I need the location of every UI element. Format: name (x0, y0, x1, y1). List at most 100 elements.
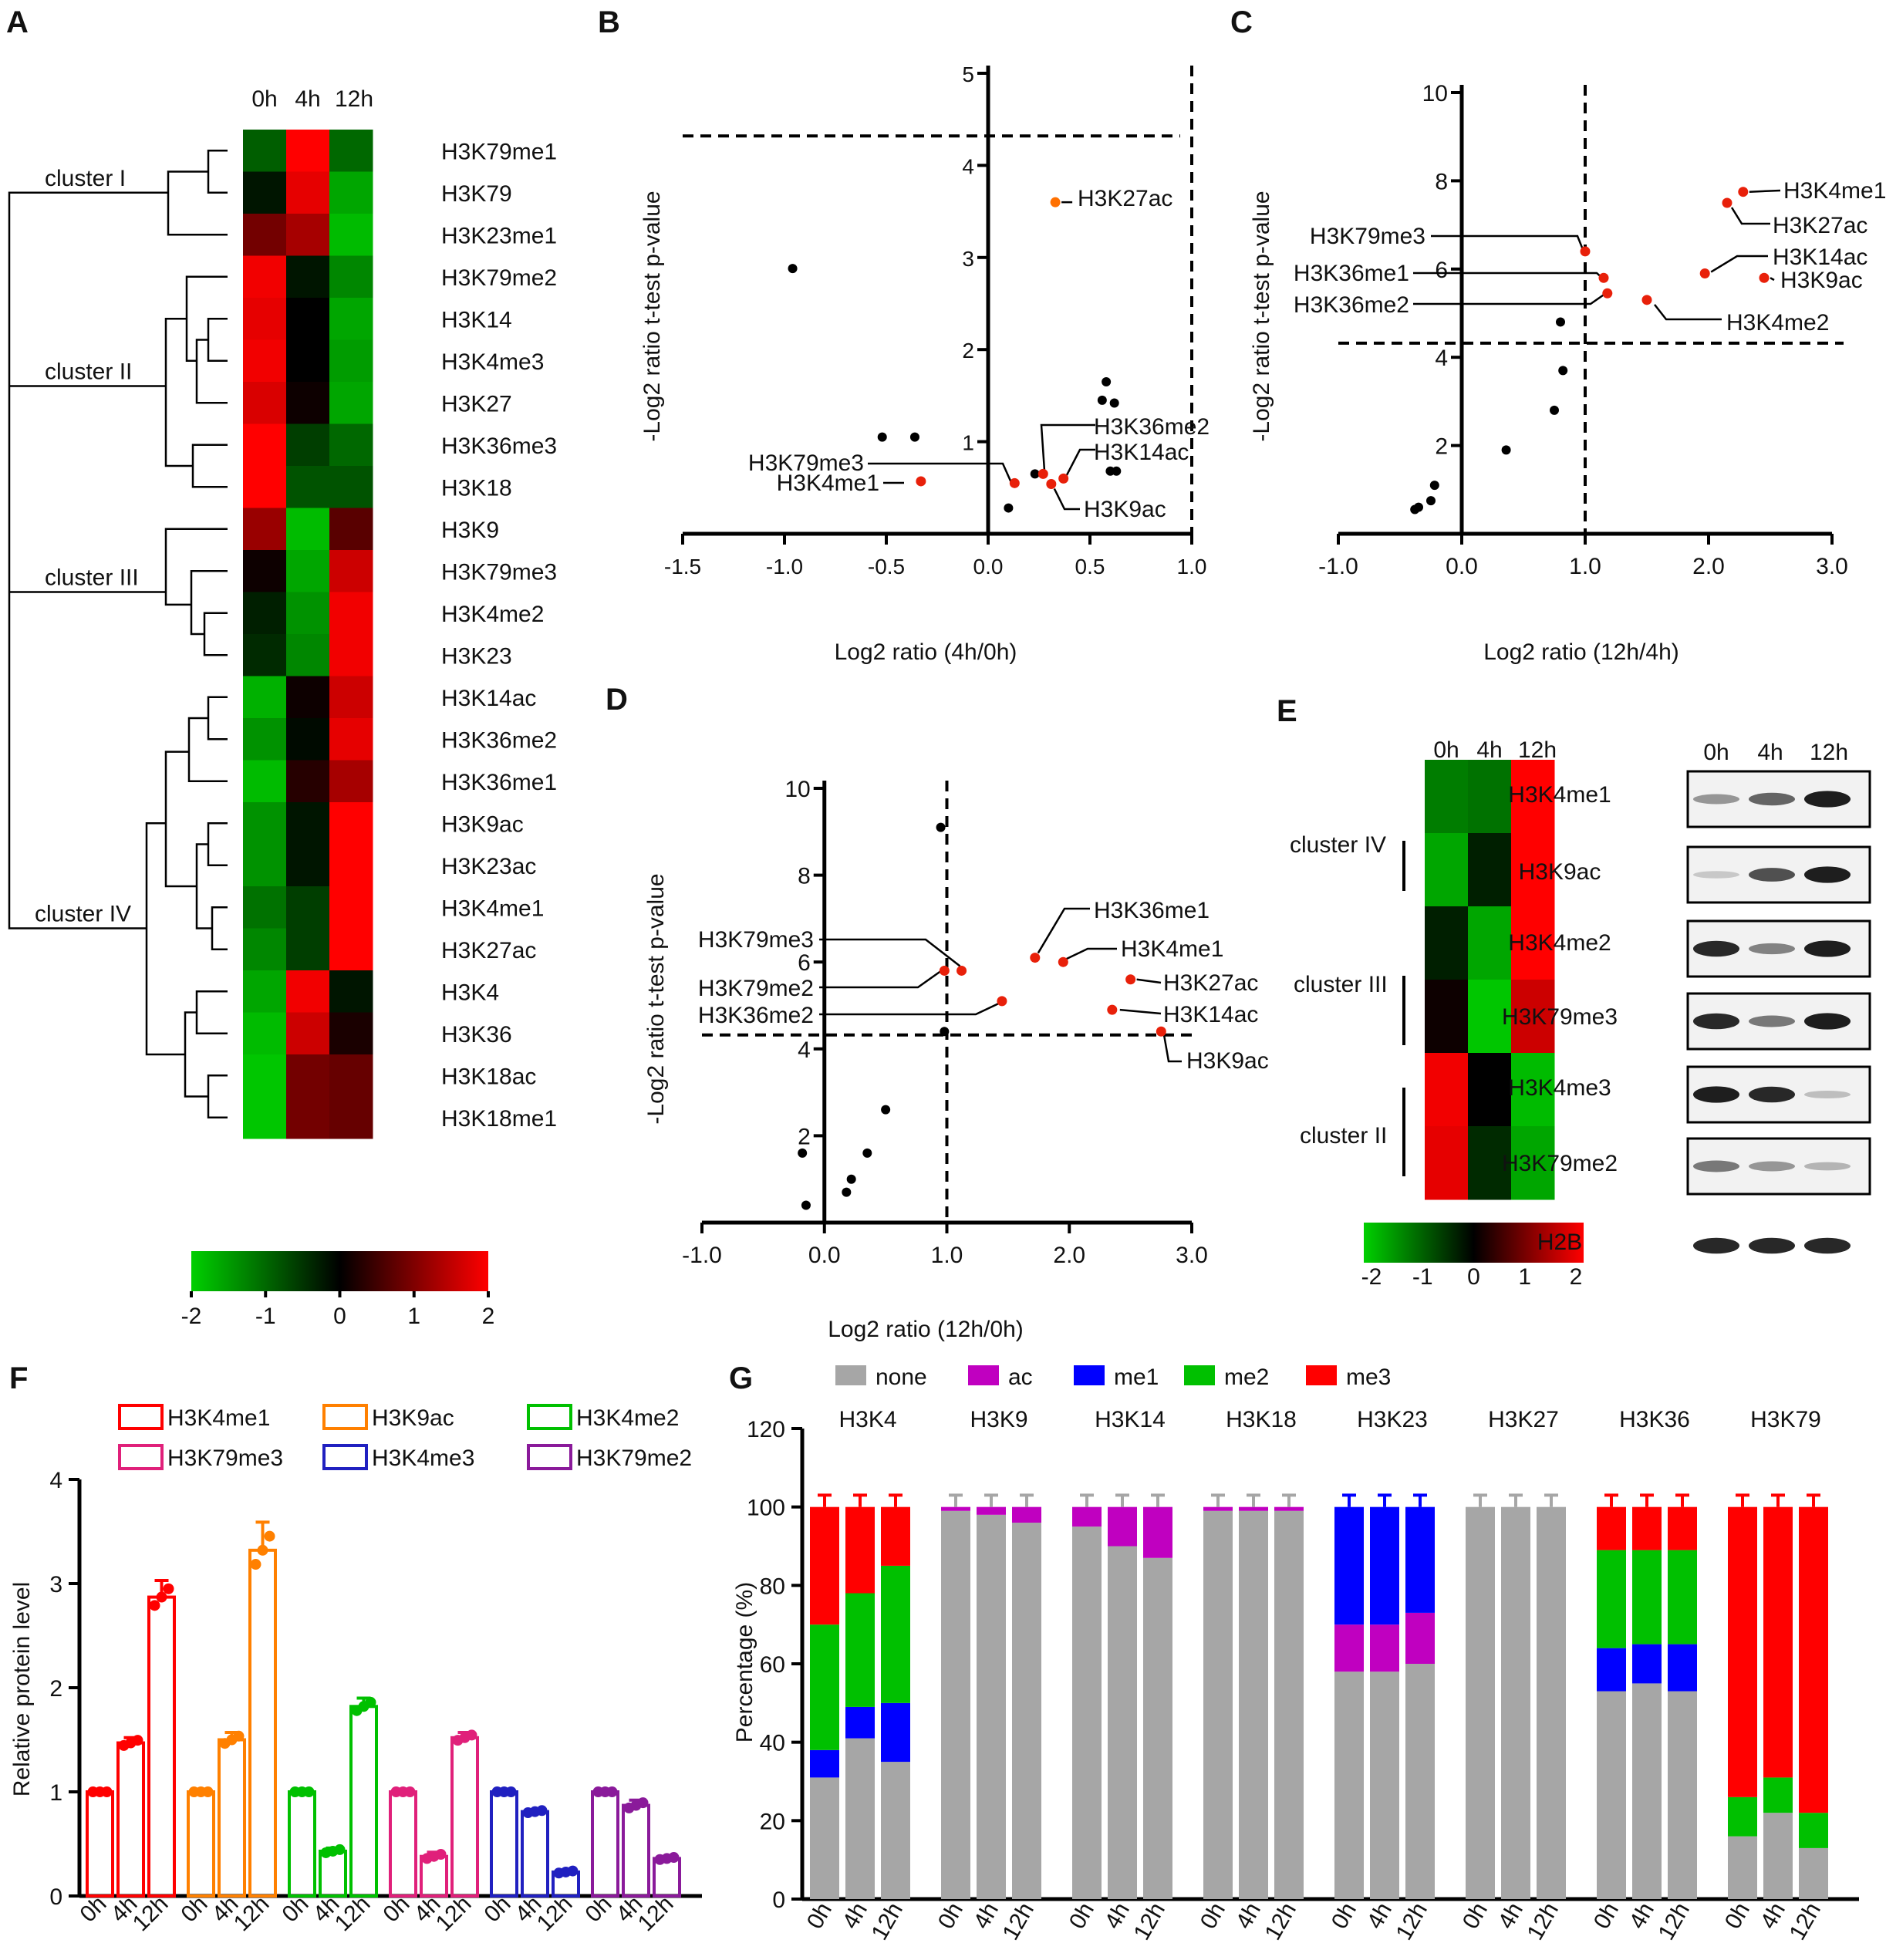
stacked-segment (845, 1738, 875, 1899)
data-point (1102, 376, 1112, 386)
y-tick-label: 6 (798, 950, 811, 976)
dendrogram-branch (195, 990, 228, 1034)
heatmap-a-cell (329, 1012, 373, 1055)
stacked-segment (1239, 1506, 1268, 1511)
replicate-point (505, 1786, 517, 1797)
point-label: H3K9ac (1186, 1048, 1269, 1074)
blot-lane-label: 12h (1810, 740, 1848, 765)
heatmap-e-cell (1511, 1126, 1555, 1200)
replicate-point (250, 1559, 261, 1570)
heatmap-e-cell (1425, 906, 1469, 980)
dendrogram-branch (207, 1074, 228, 1118)
heatmap-e-cell (1425, 980, 1469, 1054)
heatmap-a-cell (329, 886, 373, 929)
legend-label: H3K9ac (372, 1405, 454, 1431)
stacked-segment (1405, 1612, 1435, 1664)
replicate-point (101, 1786, 113, 1797)
stacked-segment (1143, 1557, 1172, 1899)
dendrogram-branch (167, 170, 228, 236)
data-point (936, 822, 946, 832)
highlighted-point (1602, 288, 1613, 299)
dendrogram-branch (164, 751, 197, 888)
blot-row-label: H3K79me3 (1502, 1004, 1618, 1030)
highlighted-point (1759, 272, 1770, 283)
stacked-segment (1370, 1672, 1399, 1899)
legend-swatch (1074, 1365, 1105, 1385)
heatmap-a-row-label: H3K23me1 (441, 223, 557, 248)
highlighted-point (1009, 477, 1020, 488)
heatmap-a-cell (243, 1096, 287, 1139)
stacked-segment (1597, 1691, 1626, 1899)
data-point (1550, 405, 1559, 415)
heatmap-a-cell (329, 928, 373, 971)
heatmap-a-cell (286, 423, 330, 467)
stacked-segment (1108, 1506, 1137, 1547)
colorbar-a-tick-label: -1 (255, 1304, 276, 1329)
x-axis-label: Log2 ratio (12h/0h) (828, 1317, 1024, 1342)
colorbar-e-tick-label: 0 (1467, 1264, 1480, 1290)
stacked-segment (941, 1506, 970, 1511)
bar (248, 1548, 277, 1898)
replicate-point (606, 1786, 618, 1797)
blot-band (1804, 1237, 1851, 1254)
legend-label: none (876, 1365, 927, 1390)
heatmap-a-cell (329, 802, 373, 845)
y-tick-label: 3 (49, 1572, 62, 1597)
blot-band (1804, 940, 1851, 957)
cluster-label-a: cluster III (45, 565, 139, 591)
x-tick-label: 4h (969, 1898, 1004, 1933)
highlighted-point (997, 996, 1007, 1007)
heatmap-a-cell (329, 171, 373, 214)
bar (147, 1595, 176, 1898)
panel-f-bar: 0 1 2 3 4 Relative protein level H3K4me1 H3K9ac… (9, 1404, 702, 1936)
highlighted-point (956, 965, 967, 976)
heatmap-a-cell (329, 423, 373, 467)
blot-band (1749, 868, 1795, 882)
y-axis-label: -Log2 ratio t-test p-value (1249, 191, 1274, 441)
stacked-segment (1012, 1506, 1041, 1523)
stacked-segment (1728, 1836, 1757, 1899)
replicate-point (466, 1729, 477, 1741)
y-tick-label: 8 (798, 864, 811, 889)
replicate-point (536, 1805, 548, 1817)
stacked-segment (1668, 1550, 1697, 1645)
heatmap-a-row-label: H3K27ac (441, 938, 536, 963)
x-tick-label: 0h (1064, 1898, 1099, 1933)
blot-band (1749, 1237, 1795, 1254)
cluster-label-a: cluster I (45, 166, 126, 191)
group-label: H3K23 (1357, 1407, 1428, 1432)
stacked-segment (977, 1514, 1006, 1899)
y-tick-label: 10 (1422, 81, 1448, 106)
heatmap-a-cell (286, 130, 330, 172)
legend-label: H3K4me3 (372, 1446, 474, 1471)
highlighted-point (1738, 187, 1749, 197)
heatmap-e-cell (1468, 1053, 1512, 1127)
y-tick-label: 0 (49, 1884, 62, 1910)
data-point (1112, 466, 1122, 476)
stacked-segment (1632, 1506, 1662, 1550)
dendrogram-branch (191, 444, 228, 488)
heatmap-a-row-label: H3K79me3 (441, 559, 557, 585)
bar (490, 1790, 518, 1898)
heatmap-a-row-label: H3K4 (441, 980, 499, 1005)
x-axis-label: Log2 ratio (12h/4h) (1483, 639, 1679, 665)
point-label: H3K36me2 (698, 1003, 814, 1028)
replicate-point (156, 1591, 167, 1603)
data-point (801, 1200, 811, 1210)
blot-band (1749, 1161, 1795, 1172)
heatmap-a-cell (286, 718, 330, 761)
heatmap-a-cell (329, 382, 373, 424)
highlighted-point (1058, 473, 1069, 484)
x-tick-label: 0.5 (1075, 555, 1105, 579)
heatmap-a-row-label: H3K9ac (441, 811, 524, 837)
panel-letter-E: E (1277, 694, 1297, 728)
heatmap-a-cell (329, 130, 373, 172)
point-label: H3K36me2 (1094, 414, 1210, 440)
point-label: H3K27ac (1773, 213, 1867, 238)
blot-row-label: H3K79me2 (1502, 1151, 1618, 1176)
y-tick-label: 2 (798, 1124, 811, 1149)
bar (622, 1803, 650, 1898)
x-tick-label: 1.0 (1569, 554, 1601, 579)
heatmap-a-cell (286, 298, 330, 340)
